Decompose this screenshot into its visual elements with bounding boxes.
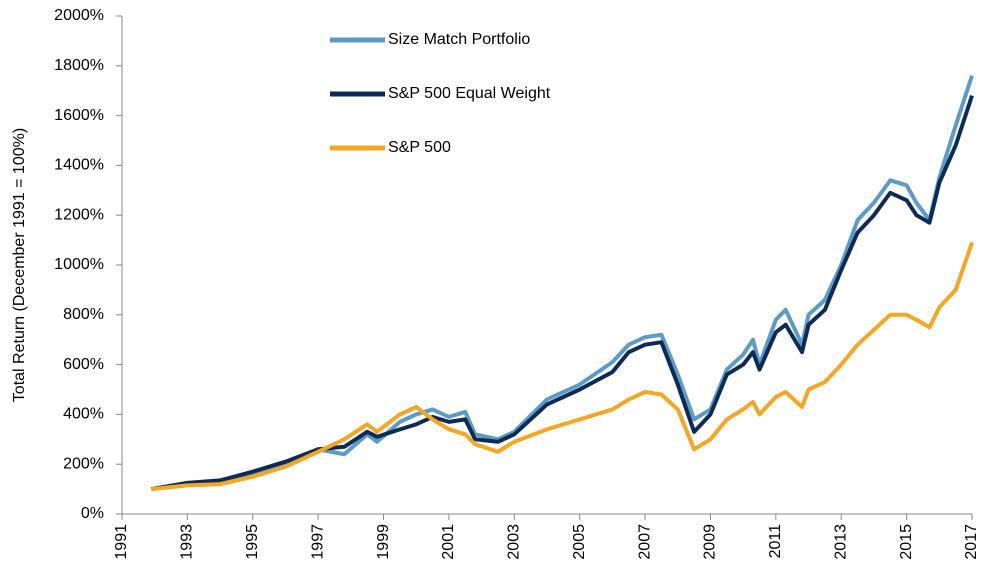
x-tick-label: 2003 xyxy=(506,524,523,560)
x-tick-label: 2015 xyxy=(898,524,915,560)
y-tick-label: 1600% xyxy=(54,107,104,124)
x-tick-label: 2009 xyxy=(702,524,719,560)
y-tick-label: 600% xyxy=(63,356,104,373)
x-tick-label: 1995 xyxy=(244,524,261,560)
legend-label: S&P 500 Equal Weight xyxy=(388,85,551,102)
y-tick-label: 200% xyxy=(63,455,104,472)
y-tick-label: 0% xyxy=(81,505,104,522)
y-tick-label: 2000% xyxy=(54,7,104,24)
x-tick-label: 1997 xyxy=(309,524,326,560)
y-tick-label: 1000% xyxy=(54,256,104,273)
x-tick-label: 2011 xyxy=(767,524,784,559)
x-tick-label: 1991 xyxy=(113,524,130,560)
x-tick-label: 2013 xyxy=(832,524,849,560)
x-tick-label: 2005 xyxy=(571,524,588,560)
x-tick-label: 2001 xyxy=(440,524,457,560)
y-axis-label: Total Return (December 1991 = 100%) xyxy=(11,128,28,402)
legend-label: Size Match Portfolio xyxy=(388,31,530,48)
x-tick-label: 2007 xyxy=(636,524,653,560)
y-tick-label: 1800% xyxy=(54,57,104,74)
legend-label: S&P 500 xyxy=(388,139,451,156)
series-line xyxy=(151,241,974,492)
y-tick-label: 400% xyxy=(63,406,104,423)
y-tick-label: 1400% xyxy=(54,157,104,174)
series-line xyxy=(151,75,974,492)
x-tick-label: 1999 xyxy=(375,524,392,560)
x-tick-label: 2017 xyxy=(963,524,980,560)
series-line xyxy=(151,95,974,492)
x-tick-label: 1993 xyxy=(179,524,196,560)
y-tick-label: 800% xyxy=(63,306,104,323)
y-tick-label: 1200% xyxy=(54,206,104,223)
